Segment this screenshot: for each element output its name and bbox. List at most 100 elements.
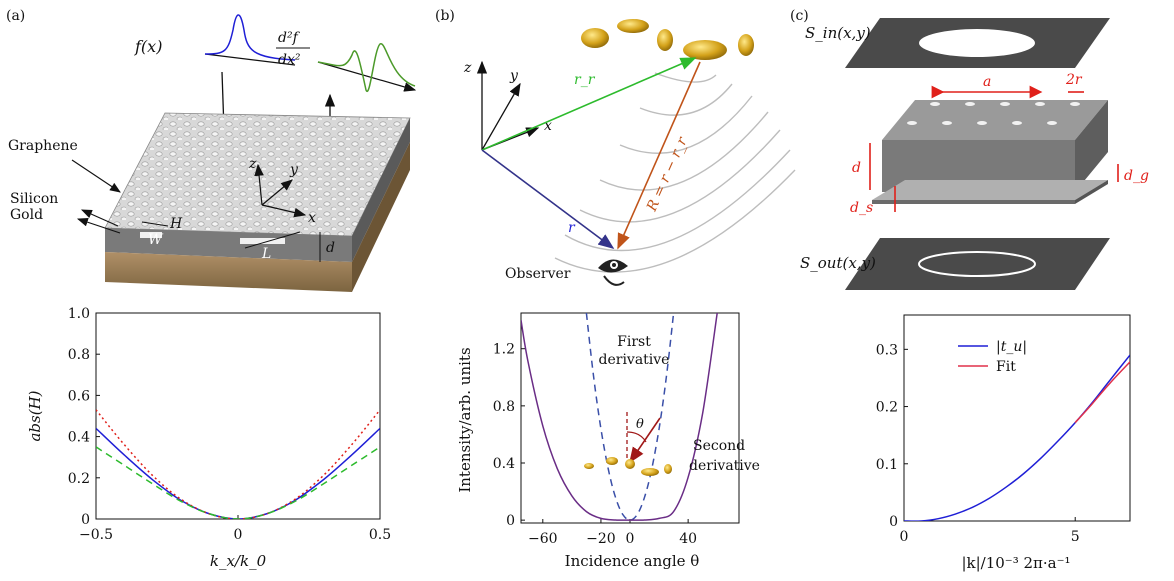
panel-c-structure: S_in(x,y) a 2r d <box>800 18 1149 290</box>
y-tick-label: 0 <box>506 513 515 529</box>
dim-2r-label: 2r <box>1065 72 1083 88</box>
dim-W-line <box>141 221 169 227</box>
silicon-label: Silicon <box>10 191 58 207</box>
groove-2 <box>240 238 285 244</box>
panel-a-device: f(x) d²f dx² Graphene Silicon Gold W <box>8 14 417 292</box>
chart-b-ticks: −60 −20 0 40 0 0.4 0.8 1.2 <box>493 342 697 547</box>
dim-d: d <box>326 240 335 256</box>
y-tick-label: 0 <box>81 512 90 528</box>
x-tick-label: −0.5 <box>79 527 113 543</box>
chart-b: −60 −20 0 40 0 0.4 0.8 1.2 Incidence angle θ In… <box>456 312 760 570</box>
observer-label: Observer <box>505 266 571 282</box>
chart-c: 0 5 0 0.1 0.2 0.3 |k|/10⁻³ 2π·a⁻¹ |t_u| Fit <box>876 314 1131 572</box>
dim-dg-label: d_g <box>1124 168 1149 184</box>
axis-x-label-b: x <box>544 118 552 134</box>
chart-a-xlabel: k_x/k_0 <box>210 552 267 570</box>
inset-particle-2 <box>606 457 618 465</box>
slab-side-face <box>1075 100 1108 192</box>
vector-r-label: r <box>568 220 576 236</box>
dim-L-line <box>244 231 301 249</box>
gold-label: Gold <box>10 207 43 223</box>
chart-c-frame <box>903 314 1131 522</box>
y-tick-label: 0.4 <box>493 456 515 472</box>
x-tick-label: 40 <box>679 531 697 547</box>
vector-r <box>481 149 615 249</box>
x-tick-label: −20 <box>586 531 616 547</box>
chart-c-xlabel: |k|/10⁻³ 2π·a⁻¹ <box>961 554 1070 572</box>
series-line-2 <box>96 446 380 519</box>
chart-b-inset: θ <box>584 412 672 476</box>
chart-a: −0.5 0 0.500.20.40.60.81.0 k_x/k_0 abs(H) <box>26 306 391 570</box>
series-line-0 <box>585 313 675 521</box>
fx-baseline <box>204 53 296 66</box>
y-tick-label: 0 <box>889 514 898 530</box>
groove-1 <box>140 232 162 238</box>
s-in-label: S_in(x,y) <box>805 24 871 42</box>
axis-x-label-a: x <box>308 210 316 226</box>
silicon-front-face <box>105 228 352 262</box>
vector-R <box>617 61 701 250</box>
s-out-label: S_out(x,y) <box>800 254 876 272</box>
panel-label-c: (c) <box>790 8 809 24</box>
axis-z-label-a: z <box>248 156 257 172</box>
panel-label-b: (b) <box>435 8 455 24</box>
dim-H: H <box>169 216 183 232</box>
dim-W: W <box>148 232 164 248</box>
gold-particle-4 <box>683 40 727 60</box>
y-tick-label: 0.6 <box>68 388 90 404</box>
silicon-side-face <box>352 118 410 262</box>
gold-front-face <box>105 252 352 292</box>
legend-label-fit: Fit <box>996 359 1016 375</box>
dim-a-label: a <box>983 74 991 90</box>
dim-ds-label: d_s <box>850 200 873 216</box>
chart-c-legend: |t_u| Fit <box>958 339 1027 375</box>
axis-y-label-b: y <box>509 68 519 84</box>
chart-b-second-label-2: derivative <box>689 458 760 474</box>
chart-b-ylabel: Intensity/arb. units <box>456 347 474 492</box>
inset-particle-3 <box>625 459 635 469</box>
chart-b-first-label-2: derivative <box>599 352 670 368</box>
s-out-ring <box>918 251 1036 277</box>
axis-x-a <box>261 204 307 218</box>
substrate-top <box>872 180 1108 200</box>
inset-particle-4 <box>641 468 659 476</box>
x-tick-label: 0 <box>900 529 909 545</box>
y-tick-label: 0.4 <box>68 430 90 446</box>
inset-particle-1 <box>584 463 594 469</box>
y-tick-label: 0.8 <box>493 399 515 415</box>
legend-label-tu: |t_u| <box>996 339 1027 355</box>
vector-r-r-label: r_r <box>574 72 596 88</box>
d2f-curve <box>317 43 416 93</box>
x-tick-label: 0 <box>234 527 243 543</box>
axis-z-label-b: z <box>463 60 472 76</box>
y-tick-label: 0.1 <box>876 457 898 473</box>
y-tick-label: 0.8 <box>68 347 90 363</box>
gold-pointer <box>76 217 121 234</box>
series-line-fit <box>1074 361 1130 424</box>
dim-L: L <box>261 246 271 262</box>
y-tick-label: 0.2 <box>68 471 90 487</box>
gold-side-face <box>352 142 410 292</box>
panel-label-a: (a) <box>6 8 25 24</box>
gold-particle-2 <box>617 19 649 33</box>
silicon-pointer <box>80 209 119 227</box>
substrate-front <box>872 200 1075 204</box>
x-tick-label: 5 <box>1071 529 1080 545</box>
series-line-1 <box>96 409 380 519</box>
slab-top-face <box>882 100 1108 140</box>
wavefronts <box>554 72 796 273</box>
chart-b-first-label-1: First <box>617 334 651 350</box>
graphene-pointer <box>71 159 121 193</box>
slab-front-face <box>882 140 1075 192</box>
chart-c-series <box>904 354 1130 521</box>
d2f-baseline <box>317 61 417 92</box>
chart-a-series <box>96 409 380 519</box>
inset-particle-5 <box>664 464 672 474</box>
chart-a-ylabel: abs(H) <box>26 390 44 441</box>
d2f-numer: d²f <box>278 30 301 46</box>
substrate-side <box>1075 180 1108 204</box>
axis-z-a <box>254 163 264 206</box>
chart-b-second-label-1: Second <box>693 438 745 454</box>
gold-particle-5 <box>738 34 754 56</box>
